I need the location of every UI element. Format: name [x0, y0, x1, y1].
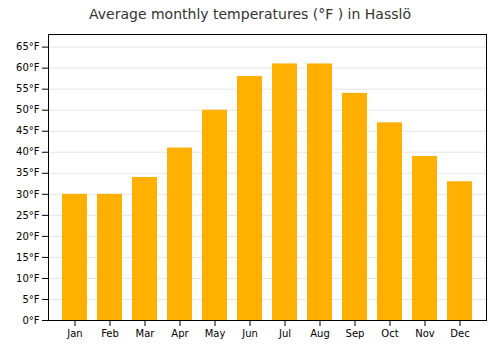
- html-text:Average monthly temperatures (: Average monthly temperatures (°F ) in Ha…: [89, 6, 411, 22]
- svg-text:45°F: 45°F: [16, 125, 40, 136]
- svg-text:5°F: 5°F: [22, 294, 39, 305]
- svg-text:Jul: Jul: [278, 328, 291, 339]
- svg-text:Dec: Dec: [450, 328, 469, 339]
- svg-text:May: May: [205, 328, 226, 339]
- svg-text:30°F: 30°F: [16, 189, 40, 200]
- svg-text:Jun: Jun: [241, 328, 258, 339]
- svg-text:20°F: 20°F: [16, 231, 40, 242]
- svg-text:50°F: 50°F: [16, 104, 40, 115]
- svg-text:15°F: 15°F: [16, 252, 40, 263]
- svg-text:Nov: Nov: [415, 328, 435, 339]
- svg-text:Feb: Feb: [101, 328, 119, 339]
- svg-text:Mar: Mar: [136, 328, 156, 339]
- svg-text:0°F: 0°F: [22, 315, 39, 326]
- svg-text:Jan: Jan: [66, 328, 82, 339]
- svg-text:Apr: Apr: [171, 328, 189, 339]
- svg-text:60°F: 60°F: [16, 62, 40, 73]
- svg-text:Aug: Aug: [310, 328, 330, 339]
- svg-text:Sep: Sep: [346, 328, 365, 339]
- svg-text:Oct: Oct: [381, 328, 398, 339]
- svg-text:65°F: 65°F: [16, 41, 40, 52]
- svg-text:55°F: 55°F: [16, 83, 40, 94]
- svg-text:35°F: 35°F: [16, 167, 40, 178]
- svg-text:25°F: 25°F: [16, 210, 40, 221]
- svg-text:40°F: 40°F: [16, 146, 40, 157]
- svg-text:10°F: 10°F: [16, 273, 40, 284]
